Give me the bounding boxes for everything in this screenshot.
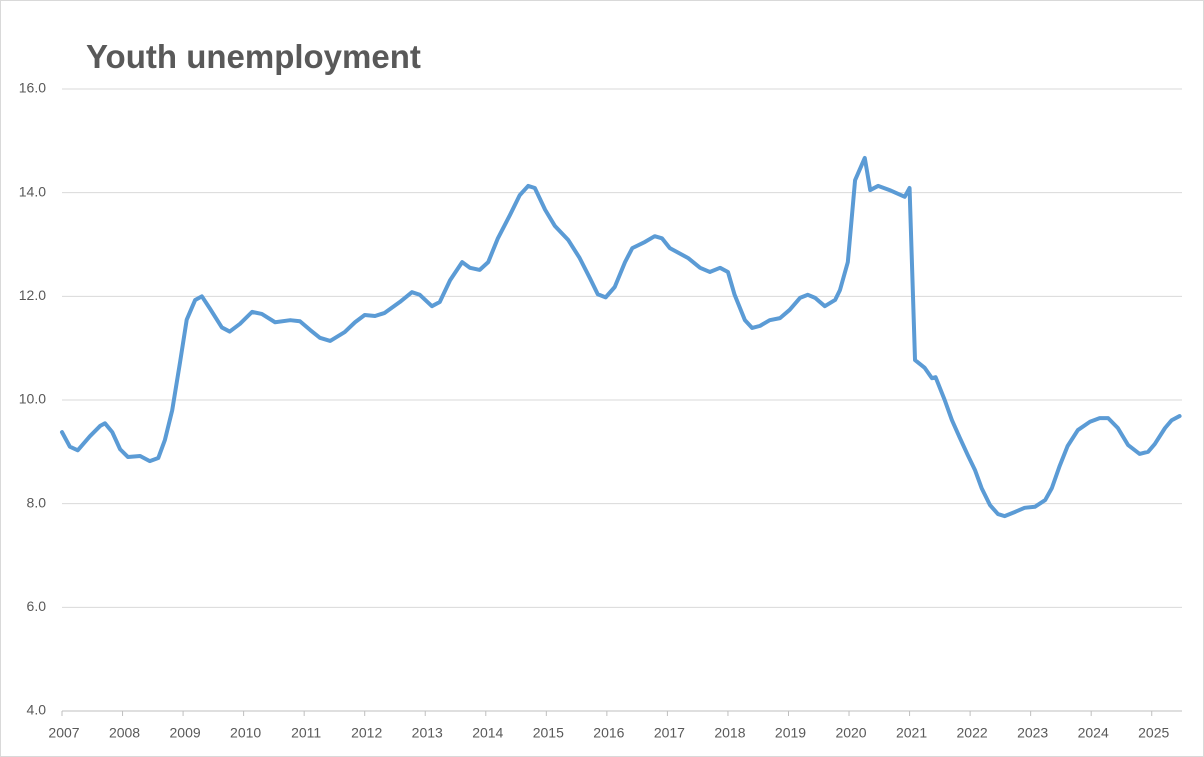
y-tick-label: 8.0 — [27, 494, 47, 510]
x-tick-label: 2022 — [957, 725, 988, 741]
x-tick-label: 2007 — [48, 725, 79, 741]
x-tick-label: 2025 — [1138, 725, 1169, 741]
y-tick-label: 14.0 — [19, 183, 46, 199]
x-tick-label: 2018 — [714, 725, 745, 741]
data-line — [60, 155, 1182, 519]
x-tick-label: 2012 — [351, 725, 382, 741]
x-tick-label: 2008 — [109, 725, 140, 741]
y-tick-label: 16.0 — [19, 80, 46, 96]
x-tick-label: 2023 — [1017, 725, 1048, 741]
y-tick-label: 6.0 — [27, 598, 47, 614]
x-tick-label: 2010 — [230, 725, 261, 741]
x-tick-label: 2016 — [593, 725, 624, 741]
y-tick-label: 12.0 — [19, 287, 46, 303]
x-tick-label: 2015 — [533, 725, 564, 741]
x-tick-label: 2013 — [412, 725, 443, 741]
x-tick-label: 2009 — [170, 725, 201, 741]
x-tick-label: 2011 — [291, 725, 321, 741]
x-tick-label: 2020 — [835, 725, 866, 741]
y-tick-label: 4.0 — [27, 702, 47, 718]
x-tick-label: 2017 — [654, 725, 685, 741]
x-tick-label: 2019 — [775, 725, 806, 741]
x-tick-label: 2014 — [472, 725, 503, 741]
y-tick-label: 10.0 — [19, 391, 46, 407]
chart-title: Youth unemployment — [86, 38, 421, 75]
x-tick-label: 2024 — [1078, 725, 1109, 741]
x-tick-label: 2021 — [896, 725, 927, 741]
